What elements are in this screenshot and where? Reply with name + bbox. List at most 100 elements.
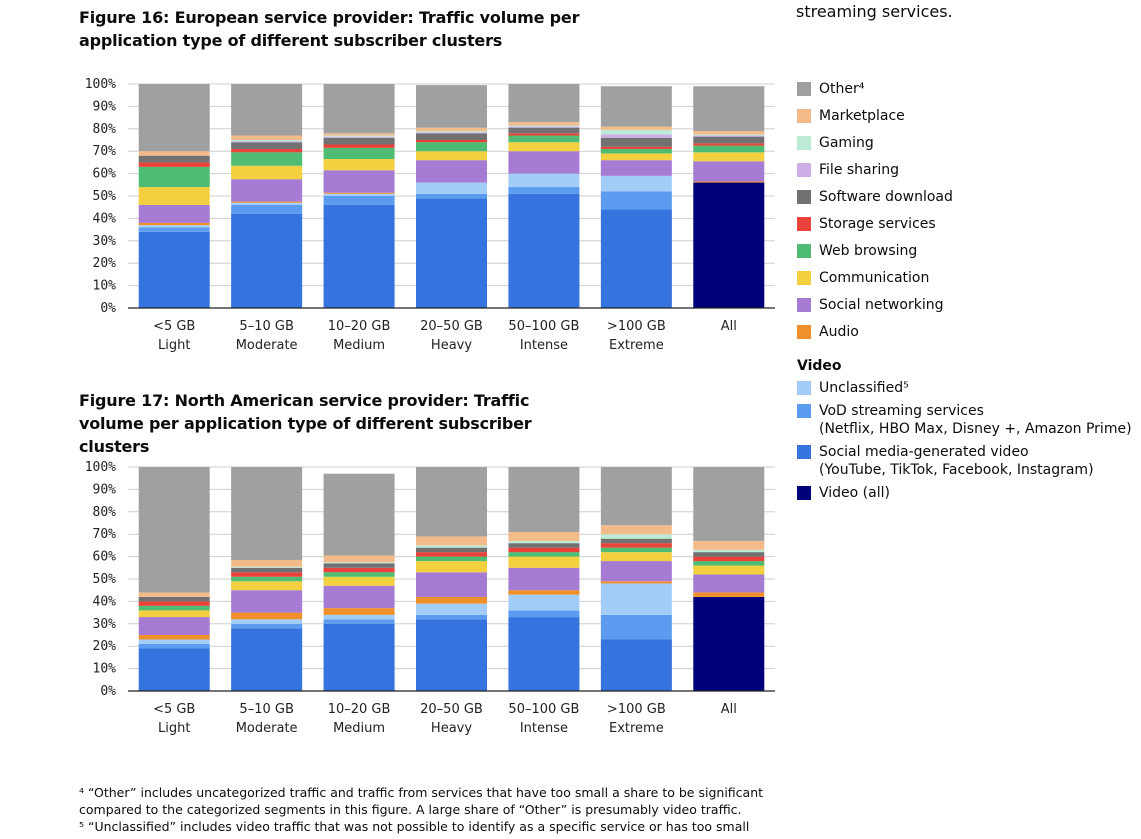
bar-segment-vod-streaming-services — [138, 643, 210, 649]
bar-segment-audio — [138, 635, 210, 640]
bar-segment-storage-services — [693, 556, 765, 562]
x-tick-label: >100 GB — [607, 702, 666, 717]
x-tick-label: Heavy — [431, 721, 472, 736]
legend-item-storage-services: Storage services — [797, 215, 1137, 233]
legend-item-unclassified: Unclassified⁵ — [797, 379, 1137, 397]
bar-segment-gaming — [600, 534, 672, 539]
legend-item-file-sharing: File sharing — [797, 161, 1137, 179]
bar-segment-vod-streaming-services — [138, 227, 210, 232]
y-tick-label: 30% — [93, 617, 117, 632]
legend-label-text: Gaming — [819, 135, 874, 151]
bar-segment-web-browsing — [600, 148, 672, 154]
y-tick-label: 40% — [93, 594, 117, 609]
bar-segment-unclassified — [508, 594, 580, 611]
y-tick-label: 20% — [93, 639, 117, 654]
x-tick-label: 10–20 GB — [328, 319, 391, 334]
bar-segment-social-networking — [138, 617, 210, 635]
bar-segment-software-download — [138, 155, 210, 163]
y-tick-label: 80% — [93, 505, 117, 520]
bar-segment-unclassified — [138, 639, 210, 644]
legend-label: VoD streaming services (Netflix, HBO Max,… — [819, 402, 1132, 438]
bar-segment-marketplace — [323, 555, 395, 563]
x-tick-label: Light — [158, 721, 190, 736]
legend-label-sub: (Netflix, HBO Max, Disney +, Amazon Prim… — [819, 421, 1132, 437]
bar-segment-marketplace — [600, 525, 672, 535]
bar-segment-file-sharing — [693, 135, 765, 137]
bar-segment-storage-services — [416, 140, 487, 143]
bar-segment-other — [138, 467, 210, 593]
y-tick-label: 10% — [93, 279, 117, 294]
bar-segment-audio — [693, 181, 765, 183]
legend-video-heading: Video — [797, 358, 842, 374]
bar-segment-communication — [600, 552, 672, 562]
bar-segment-communication — [138, 187, 210, 205]
bar-segment-software-download — [600, 538, 672, 544]
legend-item-gaming: Gaming — [797, 134, 1137, 152]
bar-segment-communication — [138, 610, 210, 618]
legend-swatch — [797, 217, 811, 231]
bar-segment-audio — [416, 596, 487, 604]
bar-segment-social-networking — [508, 151, 580, 174]
bar-segment-vod-streaming-services — [508, 610, 580, 618]
x-tick-label: Medium — [333, 721, 385, 736]
bar-segment-software-download — [231, 567, 303, 573]
y-tick-label: 90% — [93, 99, 117, 114]
bar-segment-audio — [693, 592, 765, 597]
figure-16-chart: 0% 10% 20% 30% 40% 50% 60% 70% 80% 90% 100% <5 GB Li… — [85, 77, 775, 353]
legend-label-text: VoD streaming services — [819, 403, 984, 419]
bar-segment-marketplace — [323, 133, 395, 136]
bar-segment-audio — [323, 192, 395, 194]
bar-segment-gaming — [508, 125, 580, 127]
bar-segment-marketplace — [508, 122, 580, 126]
bar-segment-audio — [323, 608, 395, 615]
legend-label-sub: (YouTube, TikTok, Facebook, Instagram) — [819, 462, 1094, 478]
legend-label: Software download — [819, 188, 953, 206]
bar-segment-unclassified — [323, 193, 395, 196]
legend-label: Unclassified⁵ — [819, 379, 909, 397]
legend-label-text: Other⁴ — [819, 81, 865, 97]
bar-segment-web-browsing — [323, 147, 395, 160]
bar-segment-social-media-generated-video — [600, 639, 672, 691]
legend-label-text: Video (all) — [819, 485, 890, 501]
x-tick-label: All — [721, 319, 737, 334]
figure-17-title: Figure 17: North American service provid… — [79, 391, 532, 456]
bar-segment-marketplace — [508, 531, 580, 541]
bar-segment-communication — [508, 556, 580, 568]
legend-label: File sharing — [819, 161, 899, 179]
legend-label: Gaming — [819, 134, 874, 152]
bar-segment-storage-services — [508, 133, 580, 136]
legend-label: Audio — [819, 323, 859, 341]
bar-segment-web-browsing — [600, 547, 672, 553]
bar-segment-web-browsing — [231, 152, 303, 166]
legend-swatch — [797, 486, 811, 500]
bar-segment-marketplace — [138, 592, 210, 597]
bar-segment-other — [693, 86, 765, 132]
x-tick-label: 5–10 GB — [239, 702, 293, 717]
y-tick-label: 70% — [93, 527, 117, 542]
bar-segment-web-browsing — [416, 556, 487, 562]
x-tick-label: Heavy — [431, 338, 472, 353]
x-tick-label: Intense — [520, 721, 568, 736]
x-tick-label: Intense — [520, 338, 568, 353]
bar-segment-communication — [693, 152, 765, 162]
y-tick-label: 10% — [93, 662, 117, 677]
legend-swatch — [797, 271, 811, 285]
bar-segment-software-download — [508, 127, 580, 134]
x-tick-label: >100 GB — [607, 319, 666, 334]
bar-segment-other — [231, 467, 303, 560]
legend-item-vod-streaming-services: VoD streaming services (Netflix, HBO Max,… — [797, 402, 1137, 438]
bar-segment-storage-services — [323, 567, 395, 573]
x-tick-label: Medium — [333, 338, 385, 353]
bar-segment-vod-streaming-services — [600, 614, 672, 640]
bar-segment-storage-services — [138, 162, 210, 167]
y-tick-label: 20% — [93, 256, 117, 271]
bar-segment-storage-services — [508, 547, 580, 553]
bar-segment-social-networking — [138, 204, 210, 223]
legend-item-social-networking: Social networking — [797, 296, 1137, 314]
bar-segment-vod-streaming-services — [600, 191, 672, 210]
legend-label: Video (all) — [819, 484, 890, 502]
legend-label-text: Marketplace — [819, 108, 905, 124]
bar-segment-communication — [231, 581, 303, 591]
bar-segment-unclassified — [231, 202, 303, 205]
legend-label-text: Audio — [819, 324, 859, 340]
